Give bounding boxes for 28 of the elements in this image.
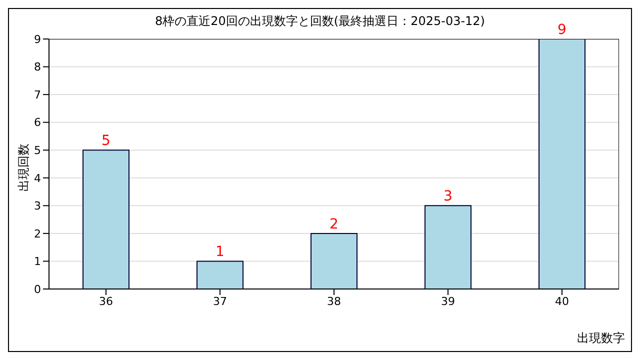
y-tick-label: 0 — [34, 282, 41, 296]
chart-title: 8枠の直近20回の出現数字と回数(最終抽選日：2025-03-12) — [154, 14, 485, 28]
data-label: 3 — [444, 188, 452, 205]
x-tick-label: 40 — [555, 294, 569, 308]
y-tick-label: 2 — [34, 227, 41, 240]
bar — [538, 39, 586, 289]
y-tick-label: 4 — [34, 172, 41, 185]
y-tick-label: 8 — [34, 60, 41, 74]
data-label: 5 — [102, 133, 110, 150]
bar — [82, 150, 130, 289]
bar — [310, 232, 358, 289]
bar — [196, 260, 244, 289]
y-tick-label: 9 — [34, 32, 41, 46]
y-axis-title: 出現回数 — [16, 142, 32, 194]
x-tick-label: 37 — [213, 294, 227, 308]
y-tick-label: 7 — [34, 88, 41, 102]
data-label: 1 — [216, 244, 224, 260]
data-label: 2 — [330, 216, 338, 232]
y-tick-label: 3 — [34, 200, 41, 213]
y-tick-label: 5 — [34, 144, 41, 158]
data-label: 9 — [558, 22, 566, 38]
bar — [424, 205, 472, 289]
y-tick-label: 6 — [34, 116, 41, 130]
x-axis-title: 出現数字 — [577, 330, 625, 347]
x-tick-label: 38 — [327, 294, 341, 308]
x-tick-label: 36 — [99, 294, 113, 308]
y-tick-label: 1 — [34, 255, 41, 268]
x-tick-label: 39 — [441, 294, 455, 308]
